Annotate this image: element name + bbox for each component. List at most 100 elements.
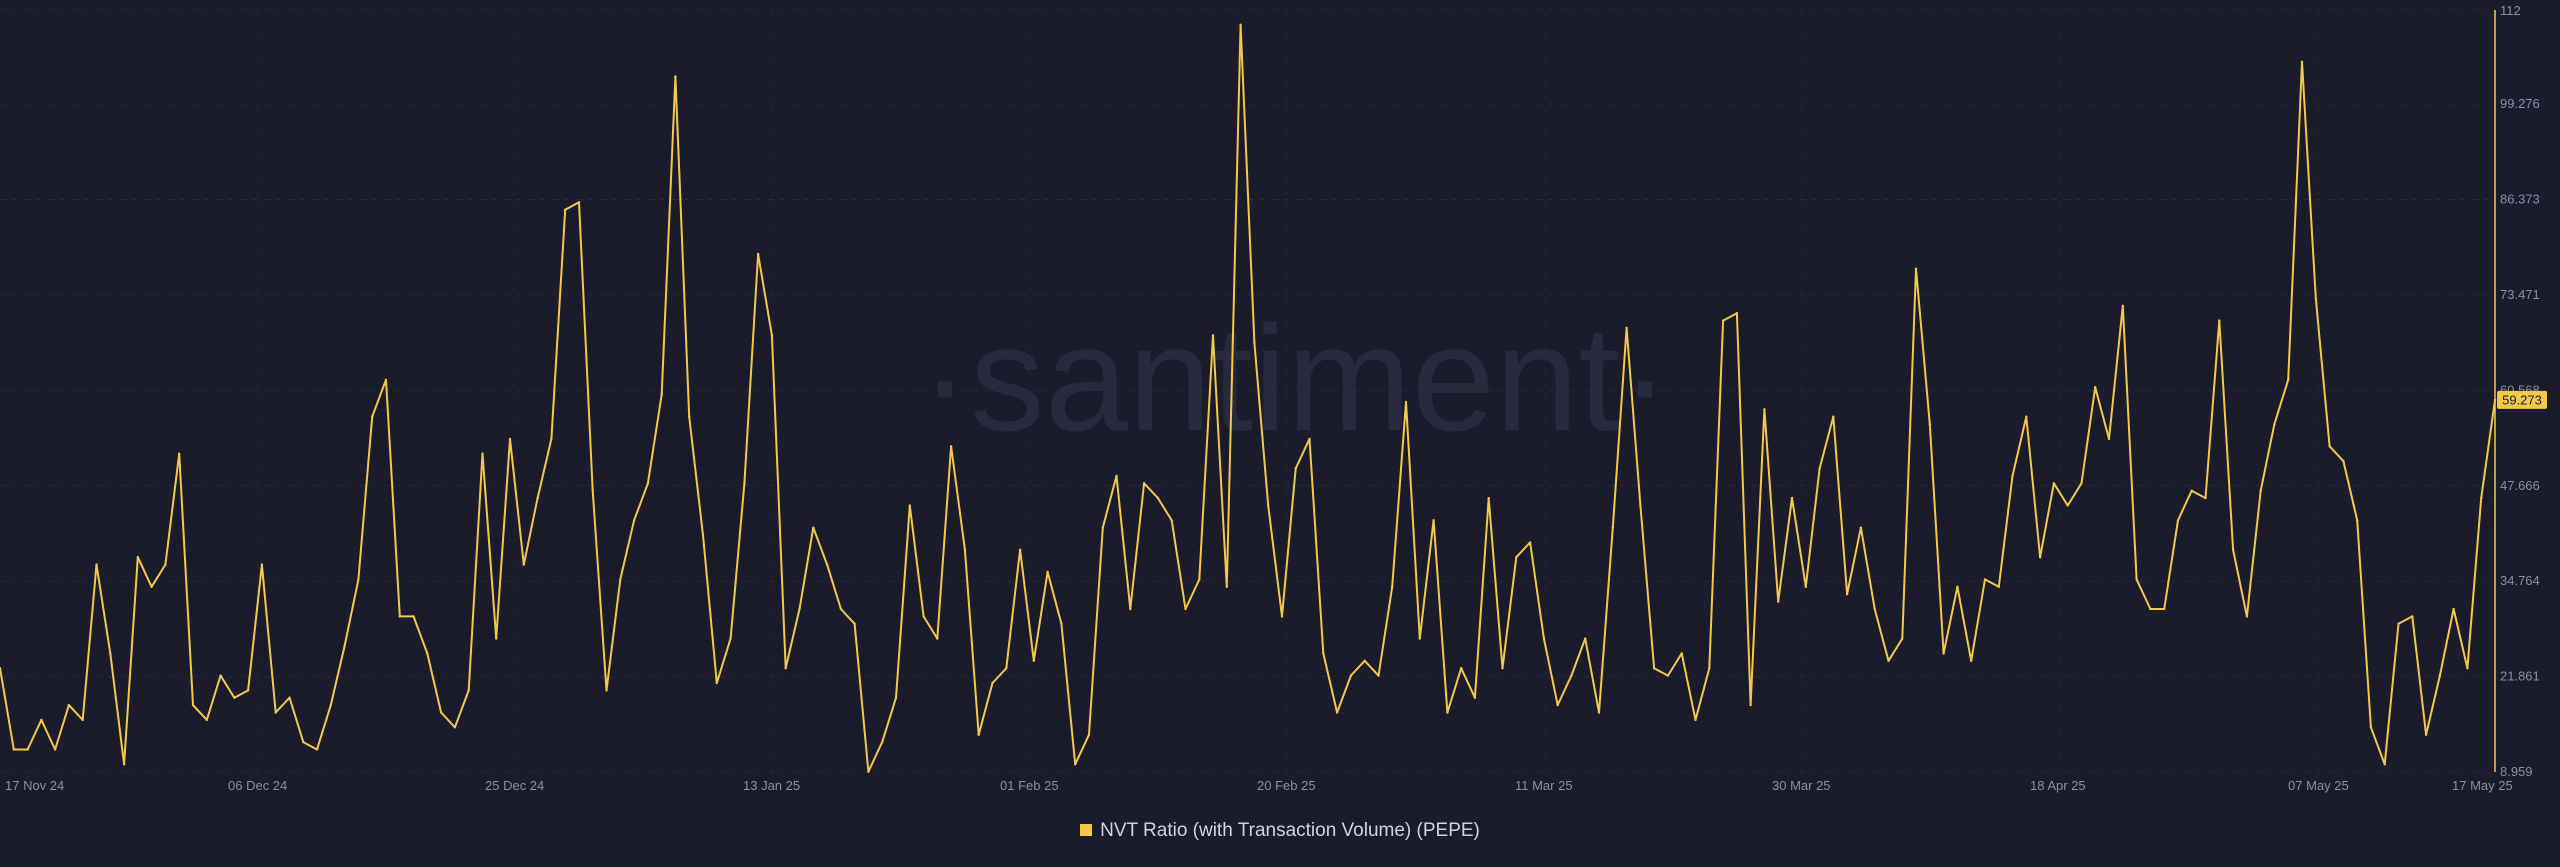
data-point (632, 519, 636, 522)
data-point (660, 393, 663, 396)
data-point (1115, 474, 1118, 478)
data-point (1294, 467, 1297, 470)
data-point (2190, 489, 2193, 492)
data-point (2107, 437, 2111, 441)
data-point (1267, 504, 1270, 507)
data-point (1074, 763, 1077, 766)
data-point (2342, 459, 2345, 463)
data-point (908, 504, 911, 507)
data-point (1914, 267, 1918, 270)
legend[interactable]: NVT Ratio (with Transaction Volume) (PEP… (0, 820, 2560, 842)
data-point (2259, 489, 2262, 492)
x-tick-label: 07 May 25 (2288, 778, 2349, 793)
data-point (246, 689, 250, 692)
y-tick-label: 34.764 (2500, 573, 2540, 588)
data-point (95, 563, 98, 566)
data-point (1928, 422, 1932, 426)
data-point (784, 667, 787, 670)
data-point (1239, 23, 1242, 26)
data-point (412, 615, 415, 618)
data-point (1777, 600, 1780, 603)
data-point (1721, 319, 1725, 322)
data-point (371, 415, 374, 418)
data-point (343, 644, 346, 648)
data-point (1708, 667, 1711, 670)
data-point (2080, 482, 2083, 485)
data-point (1542, 637, 1546, 640)
data-point (1391, 585, 1394, 588)
data-point (1845, 593, 1849, 596)
data-point (2369, 726, 2373, 729)
data-point (1556, 703, 1559, 707)
data-point (2424, 733, 2428, 736)
data-point (1377, 674, 1380, 677)
data-point (1570, 674, 1573, 677)
data-point (1818, 467, 1821, 470)
data-point (1804, 585, 1808, 588)
data-point (2328, 445, 2331, 448)
data-point (1652, 667, 1656, 670)
data-point (453, 726, 457, 729)
data-point (1018, 548, 1022, 551)
data-point (384, 378, 388, 381)
data-point (1790, 496, 1794, 500)
series-line (0, 23, 2496, 773)
x-tick-label: 01 Feb 25 (1000, 778, 1059, 793)
x-tick-label: 25 Dec 24 (485, 778, 544, 793)
data-point (1101, 526, 1105, 529)
x-tick-label: 20 Feb 25 (1257, 778, 1316, 793)
data-point (67, 703, 71, 707)
data-point (1749, 703, 1752, 707)
data-point (1060, 622, 1063, 625)
data-point (1832, 415, 1835, 418)
data-point (1625, 326, 1628, 330)
data-point (1335, 711, 1339, 714)
data-point (2121, 304, 2124, 307)
y-tick-label: 99.276 (2500, 96, 2540, 111)
data-point (2466, 667, 2469, 670)
data-point (2218, 319, 2221, 322)
x-tick-label: 18 Apr 25 (2030, 778, 2086, 793)
data-point (674, 75, 677, 78)
data-point (1983, 578, 1987, 581)
data-point (564, 208, 567, 211)
data-point (1198, 578, 1201, 581)
data-point (260, 563, 264, 566)
data-point (1666, 674, 1670, 677)
y-tick-label: 47.666 (2500, 478, 2540, 493)
data-point (357, 578, 360, 581)
data-point (2273, 422, 2276, 426)
data-point (1363, 659, 1366, 662)
data-point (164, 563, 167, 566)
data-point (770, 334, 774, 337)
data-point (1005, 667, 1008, 670)
data-point (839, 607, 843, 611)
data-point (646, 482, 650, 485)
data-point (591, 489, 594, 492)
data-point (1170, 519, 1173, 522)
data-point (426, 652, 429, 655)
data-point (2066, 504, 2069, 507)
data-point (550, 437, 553, 441)
data-point (109, 652, 112, 655)
data-point (729, 637, 732, 640)
data-point (81, 718, 84, 722)
data-point (2094, 386, 2097, 389)
data-point (329, 703, 332, 707)
data-point (1280, 615, 1284, 618)
data-point (949, 445, 953, 448)
data-point (26, 748, 29, 751)
y-tick-label: 86.373 (2500, 192, 2540, 207)
data-point (40, 718, 43, 722)
data-point (1956, 585, 1959, 588)
data-point (1032, 659, 1036, 662)
data-point (2438, 674, 2442, 677)
data-point (2204, 496, 2207, 500)
data-point (1694, 718, 1697, 722)
data-point (1156, 496, 1160, 500)
x-tick-label: 06 Dec 24 (228, 778, 287, 793)
x-tick-label: 13 Jan 25 (743, 778, 800, 793)
data-point (1446, 711, 1449, 714)
data-point (1225, 585, 1229, 588)
